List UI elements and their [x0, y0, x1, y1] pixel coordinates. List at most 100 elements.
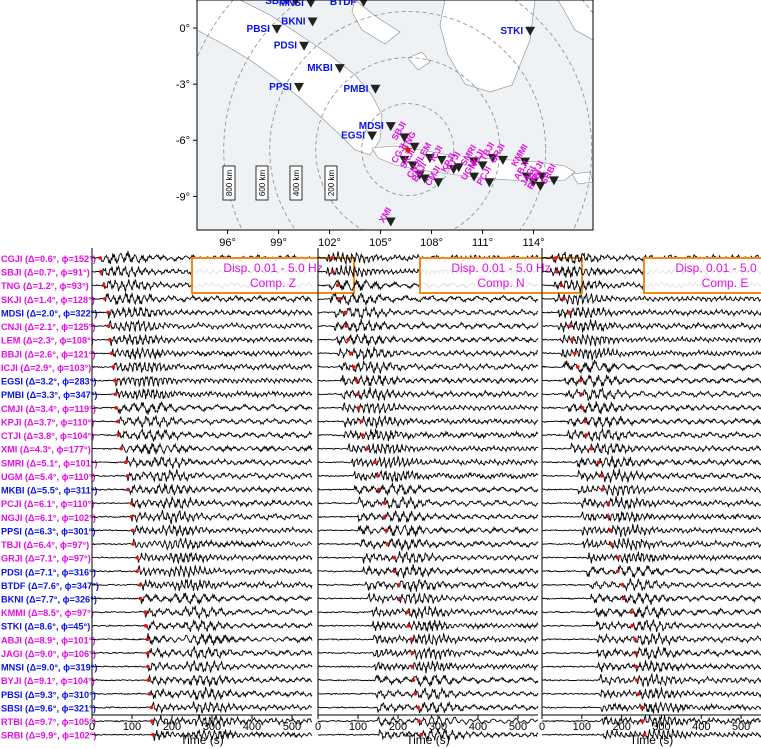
seismogram-trace [541, 511, 761, 523]
station-label: STKI [500, 26, 523, 37]
seismogram-trace [317, 443, 539, 455]
arrival-pick [639, 705, 644, 710]
seismogram-trace [91, 673, 313, 687]
seismogram-trace [317, 660, 539, 674]
station-marker [520, 157, 531, 167]
arrival-pick [579, 392, 584, 397]
arrival-pick [417, 719, 421, 723]
seismogram-trace [317, 483, 539, 496]
component-label: Comp. N [477, 276, 524, 290]
arrival-pick [130, 528, 135, 533]
trace-label: PBSI (Δ=9.3°, ϕ=310°) [1, 690, 96, 700]
trace-label: BKNI (Δ=7.7°, ϕ=326°) [1, 595, 97, 605]
arrival-pick [568, 324, 572, 328]
seismogram-trace [317, 632, 539, 646]
trace-label: CMJI (Δ=3.4°, ϕ=119°) [1, 404, 96, 414]
seismogram-trace [541, 672, 761, 688]
station-marker [528, 178, 539, 188]
x-tick-label: 500 [509, 721, 527, 733]
filter-legend-box [191, 257, 355, 294]
station-marker [469, 172, 480, 182]
arrival-pick [411, 678, 416, 683]
arrival-pick [116, 419, 120, 424]
arrival-pick [126, 487, 130, 492]
arrival-pick [149, 705, 154, 710]
station-marker [385, 122, 396, 132]
seismogram-trace [541, 347, 761, 361]
map-lat-label: 0° [179, 23, 190, 35]
seismogram-trace [541, 660, 761, 673]
trace-label: TNG (Δ=1.2°, ϕ=93°) [1, 281, 89, 291]
distance-ring [315, 57, 501, 230]
station-marker [424, 153, 435, 163]
x-tick-label: 0 [89, 721, 95, 733]
station-marker [521, 172, 532, 182]
station-label: MDSI [359, 121, 384, 132]
station-marker [399, 133, 410, 143]
arrival-pick [129, 501, 134, 505]
seismogram-trace [318, 495, 539, 510]
arrival-pick [101, 283, 106, 288]
map-lon-label: 114° [523, 237, 545, 249]
arrival-pick [129, 514, 134, 519]
borneo-land [439, 0, 536, 93]
map-lat-label: -6° [176, 135, 190, 147]
trace-label: ABJI (Δ=8.9°, ϕ=101°) [1, 635, 95, 645]
map-lon-label: 105° [369, 237, 392, 249]
station-label: SBSI [265, 0, 289, 7]
x-tick-label: 400 [469, 721, 487, 733]
arrival-pick [355, 392, 360, 397]
seismogram-trace [541, 415, 761, 429]
malay-peninsula-land [351, 0, 401, 45]
arrival-pick [397, 583, 401, 587]
arrival-pick [642, 732, 647, 737]
arrival-pick [124, 460, 128, 465]
seismogram-trace [91, 660, 313, 674]
map-lat-label: -3° [176, 79, 190, 91]
arrival-pick [600, 487, 605, 492]
seismogram-trace [91, 496, 313, 510]
station-label: EGSI [341, 131, 365, 142]
seismogram-trace [541, 386, 761, 402]
seismogram-trace [91, 592, 313, 605]
arrival-pick [584, 433, 589, 437]
seismogram-trace [317, 305, 539, 320]
trace-label: SBJI (Δ=0.7°, ϕ=91°) [1, 268, 90, 278]
arrival-pick [131, 542, 135, 546]
ring-label: 800 km [225, 170, 234, 197]
bangka-land [407, 51, 431, 71]
seismogram-trace [317, 469, 539, 483]
arrival-pick [596, 460, 601, 465]
arrival-pick [392, 569, 397, 574]
ring-label: 200 km [327, 170, 336, 197]
distance-ring [223, 0, 593, 230]
arrival-pick [554, 269, 559, 274]
component-label: Comp. Z [250, 276, 296, 290]
trace-label: KMMI (Δ=8.5°, ϕ=97°) [1, 608, 94, 618]
arrival-pick [108, 337, 112, 342]
seismogram-trace [541, 728, 761, 740]
arrival-pick [146, 651, 150, 655]
arrival-pick [578, 378, 583, 383]
arrival-pick [360, 433, 365, 437]
seismogram-trace [541, 359, 761, 375]
station-marker [385, 217, 396, 227]
map-lon-label: 102° [318, 237, 341, 249]
seismogram-trace [541, 538, 761, 552]
arrival-pick [346, 337, 350, 342]
station-marker [271, 24, 282, 34]
x-axis-title: Time (s) [406, 733, 450, 747]
seismogram-trace [91, 619, 313, 633]
map-lon-label: 111° [472, 237, 493, 249]
trace-label: JAGI (Δ=9.0°, ϕ=106°) [1, 649, 96, 659]
trace-label: SBSI (Δ=9.6°, ϕ=321°) [1, 703, 96, 713]
arrival-pick [567, 310, 571, 315]
map-lon-label: 108° [420, 237, 443, 249]
map-frame [196, 0, 594, 231]
seismogram-trace [541, 401, 761, 415]
station-marker [469, 157, 480, 167]
seismogram-trace [318, 318, 539, 333]
seismogram-trace [541, 604, 761, 619]
seismogram-trace [91, 401, 313, 415]
